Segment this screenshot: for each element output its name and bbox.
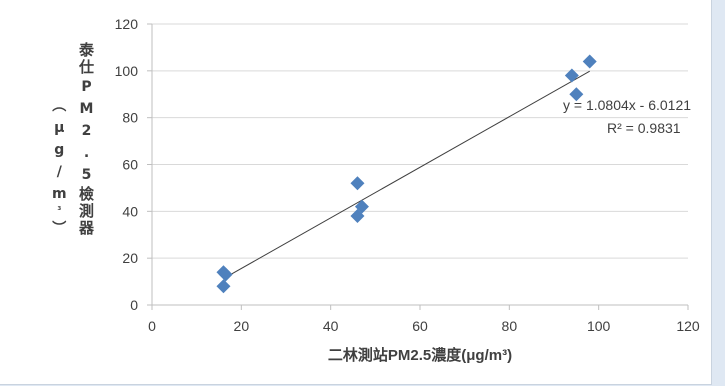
x-tick-labels: 0 20 40 60 80 100 120 <box>148 318 700 334</box>
gridlines <box>152 23 688 259</box>
x-tick-label: 120 <box>676 318 700 334</box>
axes <box>147 23 689 310</box>
data-point <box>350 176 365 191</box>
y-axis-title-char: 測 <box>79 202 95 220</box>
trendline-group <box>223 70 590 280</box>
y-axis-title-char: 泰 <box>79 41 95 59</box>
y-axis-title-units: ︵ μ g / m ³ ︶ <box>52 95 67 240</box>
r-squared-label: R² = 0.9831 <box>607 120 681 136</box>
y-axis-title-char: M <box>79 101 94 117</box>
y-axis-title-char: 器 <box>79 219 95 237</box>
y-axis-title-char: ︵ <box>52 98 67 114</box>
data-point <box>354 199 369 214</box>
data-point <box>564 68 579 83</box>
y-axis-title-char: 仕 <box>79 58 95 76</box>
y-axis-title-char: P <box>81 79 92 95</box>
y-axis-title-char: 2 <box>81 123 92 139</box>
y-tick-labels: 0 20 40 60 80 100 120 <box>115 16 139 313</box>
x-tick-label: 0 <box>148 318 156 334</box>
y-tick-label: 60 <box>122 157 138 173</box>
y-tick-label: 20 <box>122 250 138 266</box>
chart-frame: 0 20 40 60 80 100 120 0 20 40 60 80 100 120 y = 1.08… <box>0 0 712 385</box>
data-point <box>216 279 231 294</box>
x-tick-label: 20 <box>234 318 250 334</box>
y-tick-label: 80 <box>122 110 138 126</box>
y-tick-label: 120 <box>115 16 139 32</box>
data-point <box>569 87 584 102</box>
y-axis-title-char: m <box>52 186 67 202</box>
y-tick-label: 40 <box>122 203 138 219</box>
y-axis-title-char: / <box>56 164 62 180</box>
y-axis-title-char: ︶ <box>52 221 67 237</box>
x-tick-label: 60 <box>412 318 428 334</box>
y-tick-label: 0 <box>130 297 138 313</box>
y-axis-title-char: ³ <box>57 206 62 216</box>
y-tick-label: 100 <box>115 63 139 79</box>
data-point <box>582 54 597 69</box>
x-tick-label: 40 <box>323 318 339 334</box>
y-axis-title-char: g <box>54 142 65 158</box>
scatter-chart: 0 20 40 60 80 100 120 0 20 40 60 80 100 120 y = 1.08… <box>115 16 700 364</box>
trendline-equation: y = 1.0804x - 6.0121 <box>563 97 691 113</box>
y-axis-title-char: 5 <box>81 167 92 183</box>
y-axis-title-char: μ <box>54 120 65 136</box>
x-tick-label: 80 <box>502 318 518 334</box>
data-points <box>216 54 597 294</box>
y-axis-title-char: . <box>83 145 90 161</box>
x-axis-title: 二林測站PM2.5濃度(μg/m³) <box>328 346 512 364</box>
data-point <box>218 267 233 282</box>
trendline <box>223 70 590 280</box>
y-axis-title-char: 檢 <box>79 185 95 203</box>
x-tick-label: 100 <box>587 318 611 334</box>
